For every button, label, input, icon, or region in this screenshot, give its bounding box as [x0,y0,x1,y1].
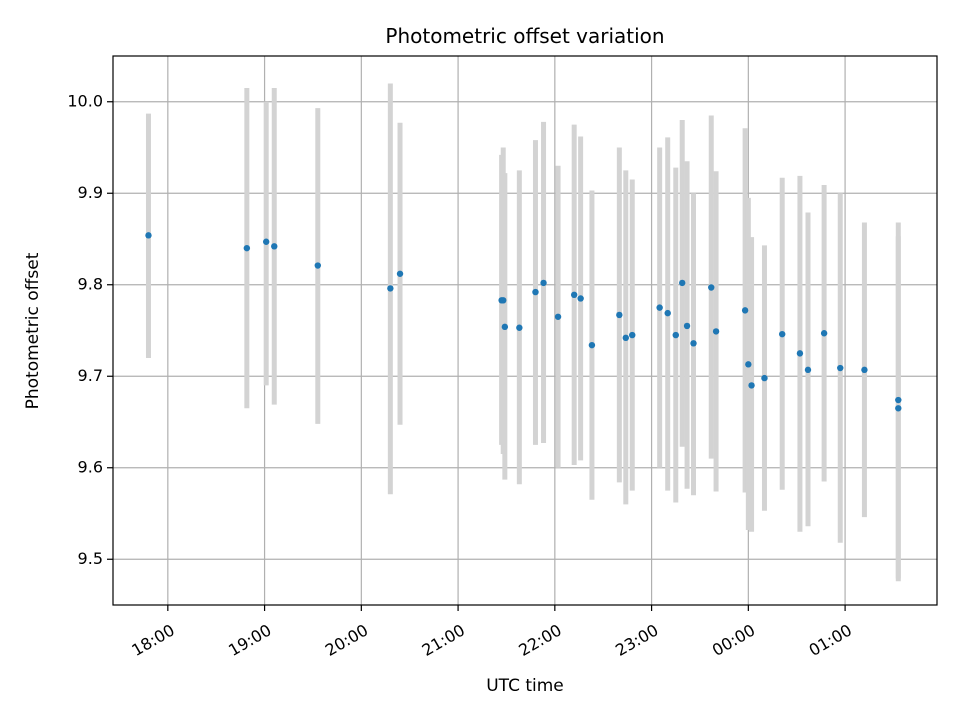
data-point [629,331,636,339]
data-point [761,374,768,382]
data-point [683,322,691,330]
y-tick-label: 10.0 [67,91,103,110]
data-point [804,366,812,374]
data-point [622,334,629,342]
y-tick-label: 9.6 [78,457,103,476]
data-point [741,307,749,314]
data-point [501,323,509,331]
x-axis-label: UTC time [486,676,564,696]
data-point [748,382,755,389]
y-tick-label: 9.9 [78,183,103,202]
chart-title: Photometric offset variation [385,24,664,48]
y-tick-label: 9.5 [78,549,103,568]
y-axis-label: Photometric offset [23,252,43,409]
data-point [895,405,902,412]
data-point [396,270,404,277]
data-point [516,324,523,331]
data-point [588,341,596,349]
data-point [554,313,562,320]
y-tick-label: 9.7 [78,366,103,385]
data-point [820,330,828,337]
data-point [500,297,507,304]
data-points [145,232,902,412]
data-point [262,238,270,245]
data-point [145,232,152,239]
data-point [387,285,394,292]
data-point [616,311,623,319]
data-point [837,364,844,372]
data-point [532,288,539,296]
data-point [577,295,584,302]
data-point [712,328,720,335]
data-point [778,330,786,338]
data-point [745,361,752,368]
data-point [656,304,663,311]
data-point [861,366,868,374]
data-point [895,396,902,404]
data-point [690,340,697,347]
data-point [570,291,578,299]
data-point [664,309,671,317]
y-tick-label: 9.8 [78,274,103,293]
data-point [708,284,715,291]
data-point [271,243,278,250]
data-point [672,331,679,339]
data-point [540,279,547,287]
data-point [796,350,804,357]
data-point [314,262,321,269]
data-point [243,244,251,252]
data-point [679,279,686,287]
plot-frame [112,55,938,606]
y-axis-ticks: 9.5 9.6 9.7 9.8 9.9 10.0 [67,91,113,568]
